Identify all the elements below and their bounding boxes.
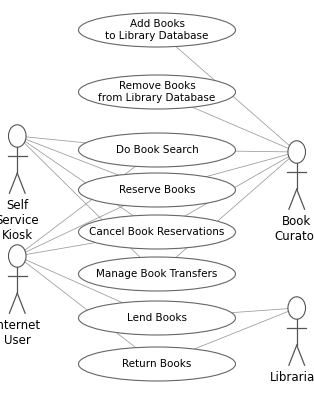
- Ellipse shape: [78, 301, 236, 335]
- Circle shape: [8, 245, 26, 267]
- Ellipse shape: [78, 347, 236, 381]
- Ellipse shape: [78, 257, 236, 291]
- Circle shape: [8, 125, 26, 147]
- Text: Librarian: Librarian: [270, 371, 314, 384]
- Circle shape: [288, 297, 306, 319]
- Text: Manage Book Transfers: Manage Book Transfers: [96, 269, 218, 279]
- Text: Remove Books
from Library Database: Remove Books from Library Database: [98, 81, 216, 103]
- Ellipse shape: [78, 173, 236, 207]
- Text: Self
Service
Kiosk: Self Service Kiosk: [0, 199, 39, 242]
- Text: Lend Books: Lend Books: [127, 313, 187, 323]
- Text: Reserve Books: Reserve Books: [119, 185, 195, 195]
- Text: Internet
User: Internet User: [0, 319, 41, 347]
- Text: Book
Curator: Book Curator: [274, 215, 314, 243]
- Text: Add Books
to Library Database: Add Books to Library Database: [105, 19, 209, 41]
- Text: Cancel Book Reservations: Cancel Book Reservations: [89, 227, 225, 237]
- Ellipse shape: [78, 133, 236, 167]
- Ellipse shape: [78, 13, 236, 47]
- Circle shape: [288, 141, 306, 163]
- Text: Do Book Search: Do Book Search: [116, 145, 198, 155]
- Ellipse shape: [78, 75, 236, 109]
- Text: Return Books: Return Books: [122, 359, 192, 369]
- Ellipse shape: [78, 215, 236, 249]
